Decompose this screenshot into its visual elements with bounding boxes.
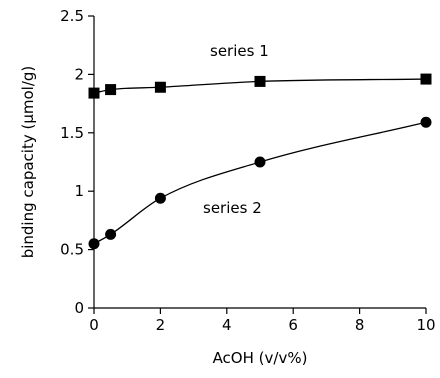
x-axis-title: AcOH (v/v%) [213, 349, 308, 367]
x-tick-label: 8 [355, 316, 365, 334]
y-axis-title: binding capacity (μmol/g) [19, 66, 37, 259]
series-2-point [105, 228, 117, 240]
plot-area [93, 16, 426, 309]
series-2-label: series 2 [203, 199, 262, 217]
series-1-point [105, 84, 117, 96]
y-tick-label: 1 [74, 182, 84, 200]
series-2-point [420, 116, 432, 128]
series-2-point [88, 238, 100, 250]
series-2-point [254, 156, 266, 168]
x-tick-label: 4 [222, 316, 232, 334]
y-tick-label: 2.5 [60, 7, 84, 25]
series-1-point [420, 73, 432, 85]
x-tick-label: 6 [288, 316, 298, 334]
series-1-point [254, 75, 266, 87]
series-1-point [154, 81, 166, 93]
x-tick-label: 2 [156, 316, 166, 334]
y-tick-label: 1.5 [60, 124, 84, 142]
x-tick-label: 10 [416, 316, 435, 334]
y-tick-label: 2 [74, 65, 84, 83]
series-line-2 [93, 121, 427, 245]
series-markers [88, 73, 432, 250]
x-tick-label: 0 [89, 316, 99, 334]
y-ticks: 0 0.5 1 1.5 2 2.5 [60, 7, 94, 317]
series-1-label: series 1 [210, 42, 269, 60]
y-tick-label: 0 [74, 299, 84, 317]
x-ticks: 0 2 4 6 8 10 [89, 308, 436, 334]
series-2-point [154, 192, 166, 204]
series-labels: series 1 series 2 [203, 42, 269, 217]
y-tick-label: 0.5 [60, 241, 84, 259]
series-1-point [88, 87, 100, 99]
